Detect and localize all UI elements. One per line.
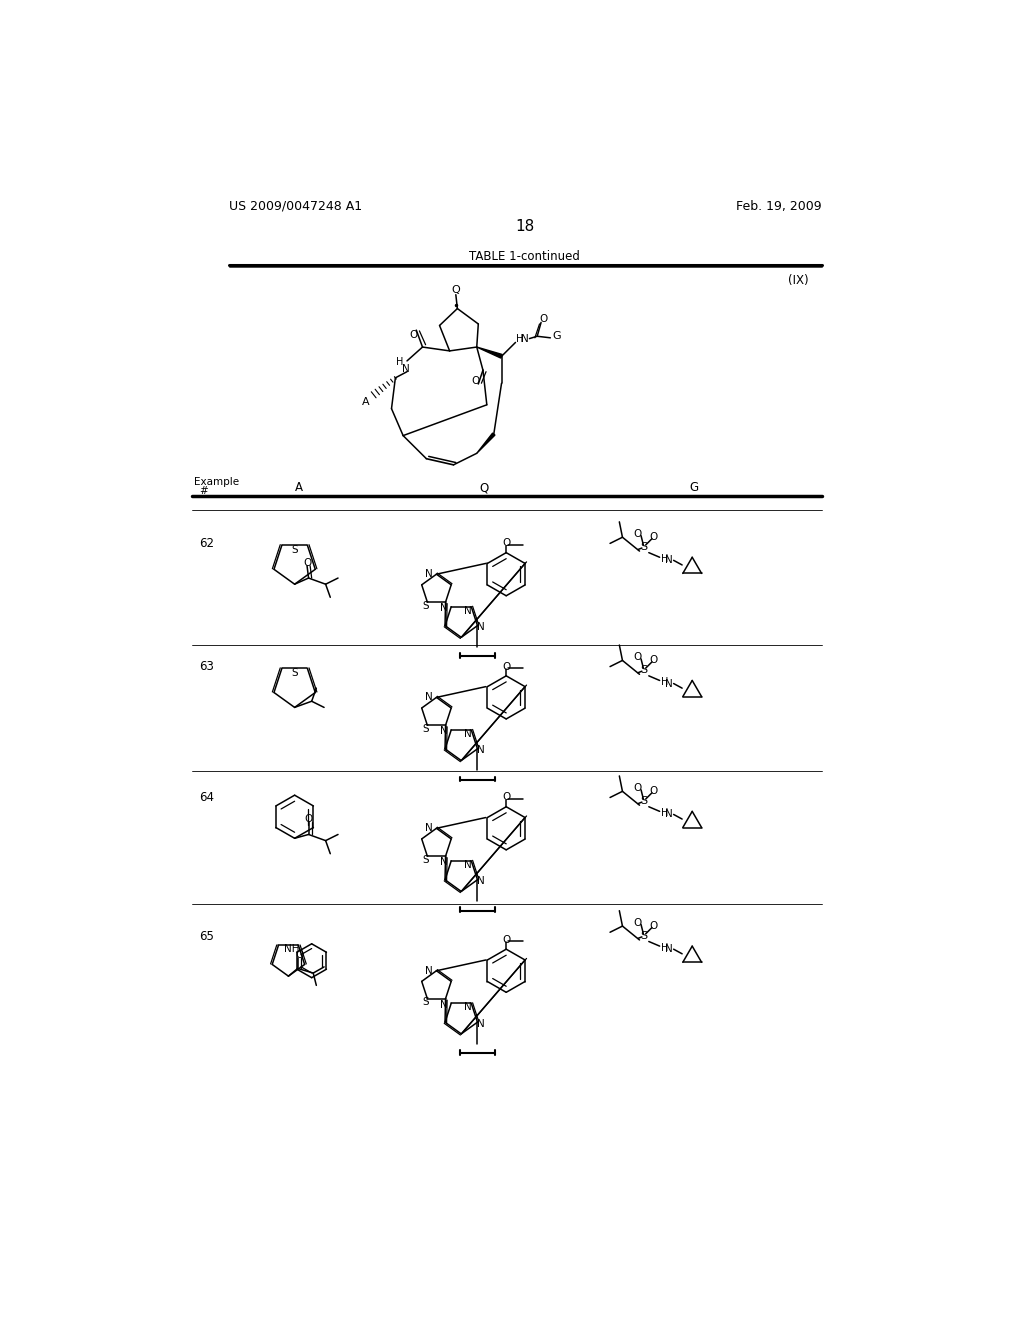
Text: N: N — [439, 726, 447, 737]
Text: O: O — [471, 376, 479, 385]
Text: N: N — [464, 729, 472, 739]
Text: TABLE 1-continued: TABLE 1-continued — [469, 251, 581, 264]
Text: A: A — [362, 397, 370, 408]
Text: S: S — [423, 855, 429, 865]
Text: S: S — [423, 725, 429, 734]
Text: O: O — [649, 787, 657, 796]
Text: N: N — [401, 363, 410, 374]
Text: O: O — [295, 949, 303, 960]
Text: Q: Q — [480, 482, 489, 495]
Text: N: N — [439, 857, 447, 867]
Text: S: S — [640, 543, 647, 552]
Text: H: H — [660, 554, 668, 564]
Text: O: O — [502, 792, 510, 803]
Text: H: H — [395, 358, 402, 367]
Text: N: N — [477, 746, 485, 755]
Text: O: O — [502, 661, 510, 672]
Text: N: N — [665, 678, 673, 689]
Text: H: H — [516, 334, 523, 343]
Text: O: O — [634, 652, 642, 663]
Text: N: N — [425, 966, 432, 975]
Text: Q: Q — [452, 285, 460, 296]
Text: 65: 65 — [200, 929, 214, 942]
Text: NH: NH — [285, 944, 300, 953]
Text: O: O — [634, 783, 642, 793]
Text: H: H — [660, 808, 668, 818]
Text: N: N — [477, 876, 485, 886]
Text: O: O — [502, 539, 510, 548]
Text: 64: 64 — [200, 791, 214, 804]
Text: N: N — [477, 1019, 485, 1028]
Text: O: O — [649, 921, 657, 931]
Text: N: N — [665, 944, 673, 954]
Text: N: N — [665, 556, 673, 565]
Text: S: S — [423, 601, 429, 611]
Text: O: O — [649, 656, 657, 665]
Text: N: N — [425, 824, 432, 833]
Text: S: S — [291, 545, 298, 554]
Text: O: O — [304, 814, 312, 824]
Text: S: S — [291, 668, 298, 678]
Text: G: G — [689, 482, 698, 495]
Text: O: O — [634, 529, 642, 539]
Polygon shape — [477, 347, 502, 358]
Text: Feb. 19, 2009: Feb. 19, 2009 — [736, 199, 821, 213]
Text: O: O — [634, 917, 642, 928]
Text: N: N — [464, 859, 472, 870]
Text: N: N — [439, 603, 447, 614]
Text: Example: Example — [194, 477, 239, 487]
Text: S: S — [640, 665, 647, 676]
Text: N: N — [425, 693, 432, 702]
Text: 62: 62 — [200, 537, 214, 550]
Text: N: N — [665, 809, 673, 820]
Text: O: O — [409, 330, 418, 339]
Text: O: O — [649, 532, 657, 543]
Text: N: N — [464, 1002, 472, 1012]
Text: H: H — [660, 942, 668, 953]
Text: N: N — [521, 334, 528, 343]
Text: S: S — [640, 796, 647, 807]
Text: A: A — [295, 482, 302, 495]
Text: N: N — [477, 622, 485, 632]
Text: G: G — [552, 331, 561, 342]
Text: (IX): (IX) — [787, 273, 809, 286]
Text: S: S — [640, 931, 647, 941]
Text: 18: 18 — [515, 219, 535, 234]
Text: H: H — [660, 677, 668, 686]
Text: O: O — [502, 935, 510, 945]
Text: O: O — [303, 557, 311, 568]
Text: #: # — [200, 486, 208, 496]
Text: N: N — [439, 999, 447, 1010]
Text: O: O — [540, 314, 548, 325]
Text: US 2009/0047248 A1: US 2009/0047248 A1 — [228, 199, 361, 213]
Text: N: N — [464, 606, 472, 615]
Text: S: S — [423, 998, 429, 1007]
Text: 63: 63 — [200, 660, 214, 673]
Text: N: N — [425, 569, 432, 579]
Polygon shape — [477, 433, 495, 453]
